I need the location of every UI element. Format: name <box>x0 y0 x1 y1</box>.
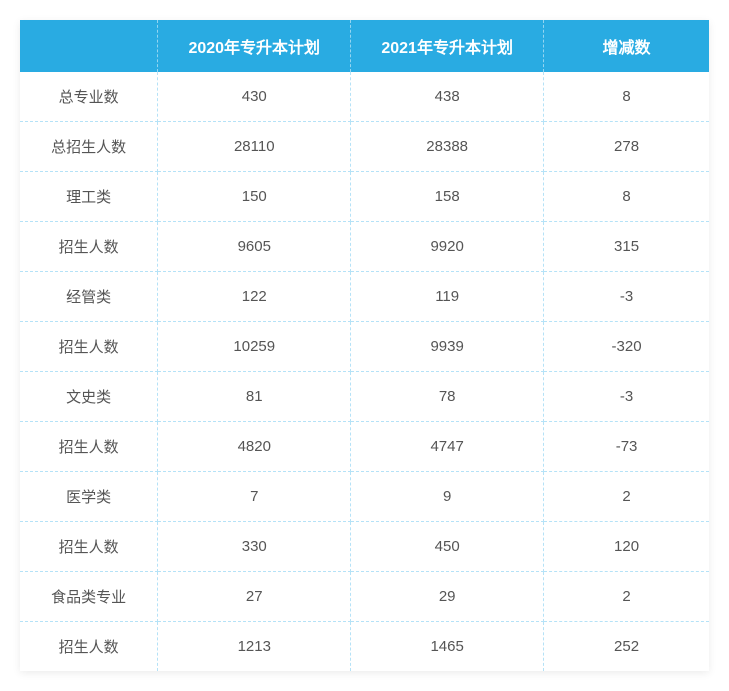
table-row: 招生人数330450120 <box>20 522 709 572</box>
cell-value: 4747 <box>351 422 544 472</box>
cell-value: 330 <box>158 522 351 572</box>
cell-value: -3 <box>544 272 709 322</box>
cell-value: 28110 <box>158 122 351 172</box>
col-header-label <box>20 20 158 72</box>
cell-value: 2 <box>544 572 709 622</box>
cell-value: 81 <box>158 372 351 422</box>
table-row: 食品类专业27292 <box>20 572 709 622</box>
enrollment-table-container: 2020年专升本计划 2021年专升本计划 增减数 总专业数4304388总招生… <box>20 20 709 671</box>
enrollment-table: 2020年专升本计划 2021年专升本计划 增减数 总专业数4304388总招生… <box>20 20 709 671</box>
table-row: 招生人数102599939-320 <box>20 322 709 372</box>
cell-value: 1465 <box>351 622 544 672</box>
cell-value: 122 <box>158 272 351 322</box>
cell-value: 9920 <box>351 222 544 272</box>
cell-value: 450 <box>351 522 544 572</box>
table-body: 总专业数4304388总招生人数2811028388278理工类1501588招… <box>20 72 709 671</box>
cell-value: 315 <box>544 222 709 272</box>
table-row: 招生人数12131465252 <box>20 622 709 672</box>
row-label: 理工类 <box>20 172 158 222</box>
cell-value: 78 <box>351 372 544 422</box>
cell-value: 10259 <box>158 322 351 372</box>
cell-value: 278 <box>544 122 709 172</box>
row-label: 招生人数 <box>20 222 158 272</box>
cell-value: 120 <box>544 522 709 572</box>
cell-value: 119 <box>351 272 544 322</box>
table-row: 总招生人数2811028388278 <box>20 122 709 172</box>
cell-value: 4820 <box>158 422 351 472</box>
row-label: 医学类 <box>20 472 158 522</box>
cell-value: 28388 <box>351 122 544 172</box>
table-row: 经管类122119-3 <box>20 272 709 322</box>
row-label: 总招生人数 <box>20 122 158 172</box>
cell-value: 27 <box>158 572 351 622</box>
table-row: 总专业数4304388 <box>20 72 709 122</box>
cell-value: 29 <box>351 572 544 622</box>
cell-value: -73 <box>544 422 709 472</box>
table-row: 医学类792 <box>20 472 709 522</box>
cell-value: 158 <box>351 172 544 222</box>
row-label: 食品类专业 <box>20 572 158 622</box>
cell-value: 9939 <box>351 322 544 372</box>
cell-value: 1213 <box>158 622 351 672</box>
cell-value: 438 <box>351 72 544 122</box>
row-label: 经管类 <box>20 272 158 322</box>
cell-value: 8 <box>544 72 709 122</box>
cell-value: 2 <box>544 472 709 522</box>
cell-value: -320 <box>544 322 709 372</box>
row-label: 招生人数 <box>20 522 158 572</box>
table-row: 文史类8178-3 <box>20 372 709 422</box>
table-header: 2020年专升本计划 2021年专升本计划 增减数 <box>20 20 709 72</box>
table-row: 招生人数48204747-73 <box>20 422 709 472</box>
table-row: 理工类1501588 <box>20 172 709 222</box>
row-label: 招生人数 <box>20 322 158 372</box>
row-label: 招生人数 <box>20 622 158 672</box>
table-row: 招生人数96059920315 <box>20 222 709 272</box>
row-label: 文史类 <box>20 372 158 422</box>
col-header-delta: 增减数 <box>544 20 709 72</box>
cell-value: 8 <box>544 172 709 222</box>
cell-value: 430 <box>158 72 351 122</box>
cell-value: 7 <box>158 472 351 522</box>
col-header-2020: 2020年专升本计划 <box>158 20 351 72</box>
row-label: 招生人数 <box>20 422 158 472</box>
col-header-2021: 2021年专升本计划 <box>351 20 544 72</box>
cell-value: -3 <box>544 372 709 422</box>
cell-value: 9605 <box>158 222 351 272</box>
row-label: 总专业数 <box>20 72 158 122</box>
cell-value: 150 <box>158 172 351 222</box>
cell-value: 252 <box>544 622 709 672</box>
cell-value: 9 <box>351 472 544 522</box>
